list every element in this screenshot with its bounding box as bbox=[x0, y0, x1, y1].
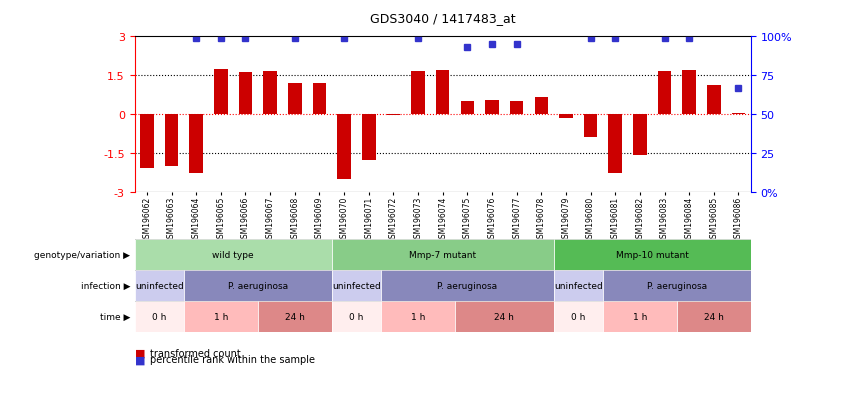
Text: uninfected: uninfected bbox=[135, 282, 183, 290]
Bar bbox=[707, 86, 720, 114]
Text: wild type: wild type bbox=[213, 251, 254, 259]
Text: 0 h: 0 h bbox=[571, 313, 585, 321]
Bar bbox=[189, 114, 203, 174]
Text: 24 h: 24 h bbox=[285, 313, 305, 321]
Bar bbox=[584, 114, 597, 138]
Bar bbox=[288, 83, 301, 114]
Bar bbox=[263, 72, 277, 114]
Bar bbox=[559, 114, 573, 119]
Text: P. aeruginosa: P. aeruginosa bbox=[647, 282, 707, 290]
Text: Mmp-7 mutant: Mmp-7 mutant bbox=[409, 251, 477, 259]
Bar bbox=[381, 271, 554, 301]
Bar bbox=[381, 301, 455, 332]
Text: GDS3040 / 1417483_at: GDS3040 / 1417483_at bbox=[370, 12, 516, 25]
Bar bbox=[510, 102, 523, 114]
Text: uninfected: uninfected bbox=[332, 282, 381, 290]
Bar bbox=[312, 83, 326, 114]
Bar bbox=[332, 240, 554, 271]
Bar bbox=[677, 301, 751, 332]
Text: 0 h: 0 h bbox=[152, 313, 167, 321]
Text: 1 h: 1 h bbox=[633, 313, 647, 321]
Bar bbox=[258, 301, 332, 332]
Bar bbox=[362, 114, 376, 161]
Bar bbox=[140, 114, 154, 169]
Text: P. aeruginosa: P. aeruginosa bbox=[227, 282, 288, 290]
Text: 1 h: 1 h bbox=[214, 313, 228, 321]
Bar bbox=[633, 114, 647, 156]
Bar bbox=[184, 301, 258, 332]
Text: ■: ■ bbox=[135, 354, 145, 364]
Bar bbox=[184, 271, 332, 301]
Bar bbox=[732, 113, 746, 114]
Text: Mmp-10 mutant: Mmp-10 mutant bbox=[615, 251, 688, 259]
Text: 24 h: 24 h bbox=[704, 313, 724, 321]
Bar bbox=[461, 102, 474, 114]
Bar bbox=[682, 71, 696, 114]
Bar bbox=[135, 301, 184, 332]
Bar bbox=[608, 114, 622, 174]
Text: P. aeruginosa: P. aeruginosa bbox=[437, 282, 497, 290]
Bar bbox=[485, 100, 499, 114]
Bar bbox=[658, 72, 671, 114]
Bar bbox=[554, 240, 751, 271]
Bar bbox=[338, 114, 351, 179]
Bar bbox=[436, 71, 450, 114]
Bar bbox=[603, 301, 677, 332]
Bar bbox=[411, 72, 424, 114]
Bar bbox=[214, 69, 227, 114]
Bar bbox=[135, 240, 332, 271]
Bar bbox=[165, 114, 178, 166]
Bar bbox=[535, 98, 548, 114]
Text: genotype/variation ▶: genotype/variation ▶ bbox=[34, 251, 130, 259]
Text: 0 h: 0 h bbox=[349, 313, 364, 321]
Text: uninfected: uninfected bbox=[554, 282, 602, 290]
Bar bbox=[386, 114, 400, 116]
Text: ■: ■ bbox=[135, 348, 145, 358]
Text: transformed count: transformed count bbox=[150, 348, 241, 358]
Text: percentile rank within the sample: percentile rank within the sample bbox=[150, 354, 315, 364]
Bar bbox=[135, 271, 184, 301]
Text: time ▶: time ▶ bbox=[100, 313, 130, 321]
Bar bbox=[554, 301, 603, 332]
Bar bbox=[603, 271, 751, 301]
Text: 24 h: 24 h bbox=[495, 313, 514, 321]
Text: infection ▶: infection ▶ bbox=[81, 282, 130, 290]
Bar bbox=[554, 271, 603, 301]
Bar bbox=[332, 301, 381, 332]
Text: 1 h: 1 h bbox=[411, 313, 425, 321]
Bar bbox=[239, 74, 253, 114]
Bar bbox=[455, 301, 554, 332]
Bar bbox=[332, 271, 381, 301]
